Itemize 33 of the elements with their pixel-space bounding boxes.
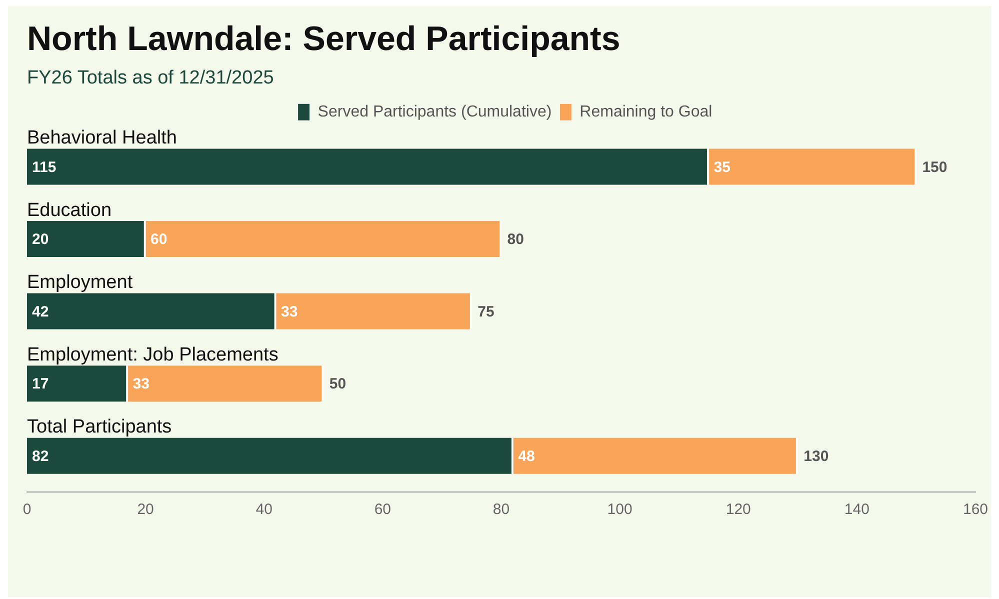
legend-label: Remaining to Goal	[580, 104, 712, 121]
data-label: 33	[132, 376, 150, 393]
x-tick-label: 0	[22, 501, 32, 518]
total-label: 50	[329, 376, 346, 393]
total-label: 150	[922, 158, 948, 176]
y-tick-label: Education	[27, 200, 112, 221]
data-label: 17	[32, 376, 49, 393]
data-label: 60	[150, 231, 168, 248]
x-tick-label: 80	[492, 501, 510, 518]
chart-title: North Lawndale: Served Participants	[27, 20, 620, 58]
total-label: 75	[478, 303, 494, 320]
data-label: 20	[32, 231, 49, 248]
x-tick-label: 100	[607, 501, 632, 518]
x-tick-label: 20	[137, 501, 154, 518]
data-label: 33	[280, 303, 298, 320]
x-tick-label: 60	[374, 501, 392, 518]
data-label: 82	[32, 448, 49, 465]
y-tick-label: Employment	[27, 272, 134, 294]
x-tick-label: 160	[962, 501, 988, 518]
data-label: 48	[518, 448, 535, 465]
data-label: 35	[714, 158, 730, 176]
data-label: 42	[32, 303, 49, 320]
data-label: 115	[32, 158, 56, 176]
total-label: 80	[507, 231, 524, 248]
legend-label: Served Participants (Cumulative)	[318, 104, 552, 121]
x-tick-label: 40	[256, 501, 272, 518]
chart-subtitle: FY26 Totals as of 12/31/2025	[27, 67, 274, 88]
y-tick-label: Behavioral Health	[27, 127, 177, 148]
x-tick-label: 140	[844, 501, 870, 518]
y-tick-label: Total Participants	[27, 416, 172, 438]
y-tick-label: Employment: Job Placements	[27, 344, 278, 366]
x-tick-label: 120	[726, 501, 751, 518]
total-label: 130	[804, 448, 829, 465]
